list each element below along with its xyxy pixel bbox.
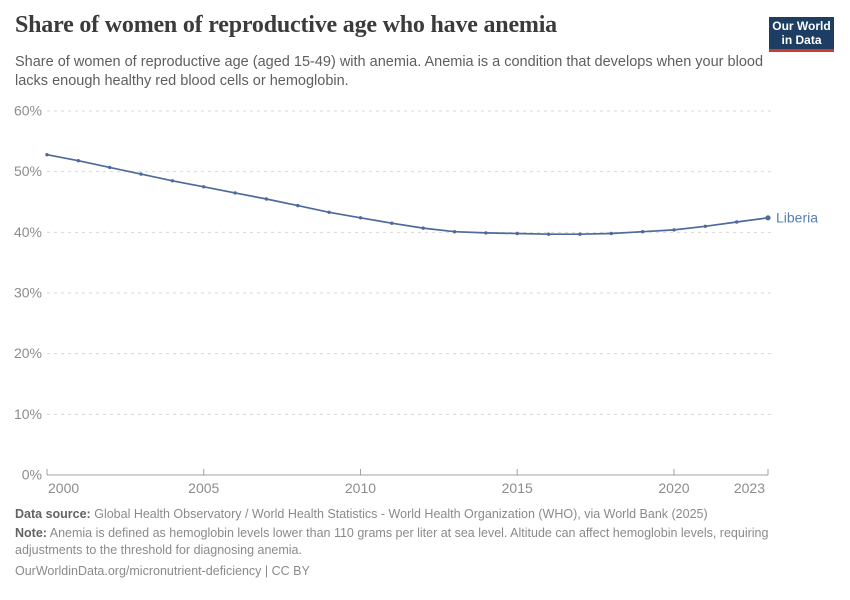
y-axis-tick-label: 30% [14, 285, 42, 301]
data-point [452, 230, 457, 234]
note-line: Note: Anemia is defined as hemoglobin le… [15, 525, 807, 558]
data-source-text: Global Health Observatory / World Health… [94, 507, 708, 521]
data-point [703, 224, 707, 228]
data-point [640, 230, 645, 234]
data-point [421, 226, 425, 230]
note-label: Note: [15, 526, 47, 540]
y-axis-tick-label: 10% [14, 406, 42, 422]
data-point [76, 159, 81, 163]
y-axis-tick-label: 20% [14, 345, 42, 361]
x-axis-tick-label: 2023 [734, 480, 765, 496]
owid-logo-line1: Our World [772, 19, 831, 33]
data-point [578, 232, 582, 236]
data-point [170, 179, 175, 183]
owid-logo-line2: in Data [781, 33, 822, 47]
page-title: Share of women of reproductive age who h… [15, 12, 557, 38]
data-point [515, 231, 519, 236]
y-axis-tick-label: 0% [22, 467, 42, 483]
x-axis-tick-label: 2020 [658, 480, 689, 496]
data-point [296, 203, 300, 208]
data-line [46, 153, 769, 236]
data-source-label: Data source: [15, 507, 91, 521]
entity-label: Liberia [776, 209, 818, 225]
data-point [327, 210, 331, 214]
data-point [765, 215, 771, 221]
note-text: Anemia is defined as hemoglobin levels l… [15, 526, 769, 557]
chart-subtitle: Share of women of reproductive age (aged… [15, 54, 764, 89]
x-axis-tick-label: 2015 [502, 480, 533, 496]
x-axis-tick-label: 2005 [188, 480, 219, 496]
owid-logo: Our World in Data [769, 17, 834, 52]
data-point [139, 172, 143, 176]
data-point [108, 165, 112, 170]
data-point [546, 232, 551, 236]
y-axis-tick-label: 50% [14, 163, 42, 179]
x-axis-tick-label: 2000 [48, 480, 79, 496]
data-point [45, 153, 49, 157]
data-point [358, 216, 363, 220]
x-axis-tick-label: 2010 [345, 480, 376, 496]
data-point [202, 185, 206, 189]
license-line[interactable]: OurWorldinData.org/micronutrient-deficie… [15, 564, 310, 578]
data-point [735, 220, 739, 224]
y-axis-tick-label: 60% [14, 103, 42, 119]
data-point [390, 221, 394, 225]
data-point [609, 231, 613, 236]
footer: Data source: Global Health Observatory /… [15, 506, 807, 579]
data-point [672, 228, 676, 232]
data-point [233, 191, 237, 195]
data-point [484, 231, 488, 235]
data-source-line: Data source: Global Health Observatory /… [15, 506, 807, 522]
y-axis-tick-label: 40% [14, 224, 42, 240]
data-point [264, 197, 269, 201]
